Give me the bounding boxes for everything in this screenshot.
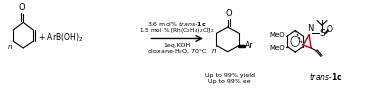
Text: 1.5 mol % [Rh(C$_2$H$_4$)$_2$Cl]$_2$: 1.5 mol % [Rh(C$_2$H$_4$)$_2$Cl]$_2$ <box>139 26 215 35</box>
Text: n: n <box>8 44 12 50</box>
Text: MeO: MeO <box>270 32 285 38</box>
Text: + ArB(OH)$_2$: + ArB(OH)$_2$ <box>38 31 83 44</box>
Text: n: n <box>211 48 216 54</box>
Text: O: O <box>327 24 332 33</box>
Text: $\it{trans}$-$\bf{1c}$: $\it{trans}$-$\bf{1c}$ <box>309 71 343 82</box>
Text: O: O <box>19 3 26 12</box>
Text: 1eq.KOH: 1eq.KOH <box>163 43 191 48</box>
Text: Ar: Ar <box>245 41 253 50</box>
Text: S: S <box>319 29 325 38</box>
Text: Up to 99% yield: Up to 99% yield <box>205 73 255 78</box>
Text: dioxane-H$_2$O, 70$\degree$C: dioxane-H$_2$O, 70$\degree$C <box>147 47 208 56</box>
Text: MeO: MeO <box>270 45 285 51</box>
Text: Up to 99% ee: Up to 99% ee <box>208 79 251 84</box>
Text: 3.6 mol% $\it{trans}$-$\bf{1c}$: 3.6 mol% $\it{trans}$-$\bf{1c}$ <box>147 20 207 28</box>
Text: O: O <box>225 9 232 18</box>
Text: N: N <box>307 24 313 33</box>
